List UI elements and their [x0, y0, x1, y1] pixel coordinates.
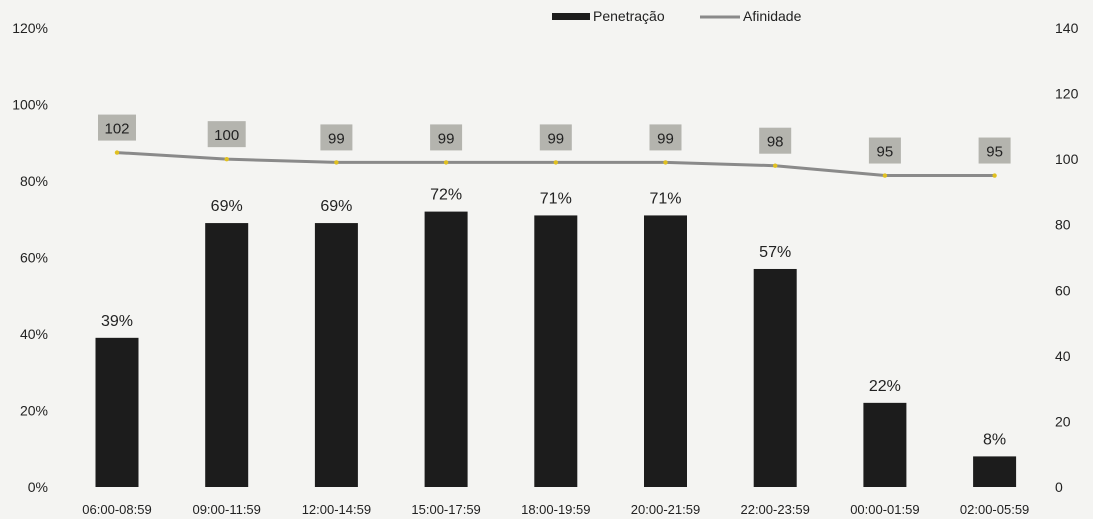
afinidade-point	[663, 160, 668, 165]
penetracao-data-label: 71%	[649, 190, 681, 207]
right-axis-tick-label: 60	[1055, 282, 1071, 298]
left-axis-tick-label: 100%	[12, 97, 48, 113]
x-axis-tick-label: 18:00-19:59	[521, 502, 590, 517]
x-axis-tick-label: 02:00-05:59	[960, 502, 1029, 517]
x-axis-tick-label: 06:00-08:59	[82, 502, 151, 517]
x-axis-tick-label: 09:00-11:59	[192, 502, 260, 517]
penetracao-bar	[95, 337, 139, 487]
afinidade-point	[443, 160, 449, 165]
afinidade-data-label: 102	[104, 121, 129, 138]
penetracao-data-label: 69%	[211, 198, 243, 215]
penetracao-data-label: 39%	[101, 313, 133, 330]
afinidade-data-label: 95	[877, 144, 894, 161]
right-axis-tick-label: 120	[1055, 86, 1079, 102]
penetracao-bar	[314, 223, 358, 487]
afinidade-data-label: 99	[438, 130, 455, 147]
penetracao-data-label: 69%	[320, 198, 352, 215]
afinidade-point	[773, 163, 778, 168]
x-axis-tick-label: 20:00-21:59	[631, 502, 700, 517]
x-axis-tick-label: 12:00-14:59	[302, 502, 371, 517]
penetracao-data-label: 72%	[430, 187, 462, 204]
afinidade-data-label: 99	[328, 130, 345, 147]
left-axis-tick-label: 40%	[20, 326, 48, 342]
right-axis-tick-label: 140	[1055, 20, 1079, 36]
afinidade-data-label: 99	[657, 130, 674, 147]
afinidade-data-label: 98	[767, 134, 784, 151]
penetracao-bar	[205, 223, 249, 487]
left-axis-tick-label: 80%	[20, 173, 48, 189]
x-axis-tick-label: 15:00-17:59	[411, 502, 480, 517]
afinidade-point	[992, 173, 997, 178]
x-axis-tick-label: 22:00-23:59	[740, 502, 809, 517]
left-axis-tick-label: 60%	[20, 250, 48, 266]
penetracao-bar	[973, 456, 1017, 487]
penetracao-bar	[644, 215, 687, 488]
left-axis-tick-label: 120%	[12, 20, 48, 36]
penetracao-bar	[424, 211, 468, 487]
penetracao-data-label: 22%	[869, 378, 901, 395]
afinidade-point	[224, 156, 229, 162]
afinidade-data-label: 95	[986, 144, 1003, 161]
afinidade-data-label-box	[320, 124, 353, 151]
penetracao-data-label: 8%	[983, 431, 1006, 448]
afinidade-data-label-box	[978, 137, 1011, 164]
afinidade-point	[334, 160, 339, 165]
right-axis-tick-label: 100	[1055, 151, 1079, 167]
penetracao-data-label: 71%	[540, 190, 572, 207]
afinidade-data-label-box	[649, 124, 682, 151]
afinidade-data-label-box	[759, 127, 792, 154]
afinidade-point	[114, 150, 120, 155]
afinidade-data-label-box	[539, 124, 572, 151]
afinidade-point	[882, 173, 888, 178]
legend-penetracao-swatch	[552, 13, 590, 20]
right-axis-tick-label: 0	[1055, 479, 1063, 495]
penetracao-data-label: 57%	[759, 244, 791, 261]
x-axis-tick-label: 00:00-01:59	[850, 502, 919, 517]
left-axis-tick-label: 20%	[20, 403, 48, 419]
afinidade-data-label-box	[868, 137, 901, 164]
left-axis-tick-label: 0%	[28, 479, 48, 495]
penetracao-bar	[753, 268, 797, 487]
legend-penetracao-label: Penetração	[593, 8, 665, 24]
afinidade-data-label: 100	[214, 127, 239, 144]
right-axis-tick-label: 80	[1055, 217, 1071, 233]
penetracao-bar	[534, 215, 578, 488]
afinidade-data-label-box	[98, 114, 136, 141]
right-axis-tick-label: 20	[1055, 413, 1071, 429]
afinidade-data-label-box	[207, 121, 246, 148]
afinidade-data-label: 99	[547, 130, 564, 147]
legend-afinidade-label: Afinidade	[743, 8, 802, 24]
afinidade-data-label-box	[430, 124, 463, 151]
right-axis-tick-label: 40	[1055, 348, 1071, 364]
penetracao-bar	[863, 402, 907, 487]
afinidade-point	[553, 160, 558, 165]
